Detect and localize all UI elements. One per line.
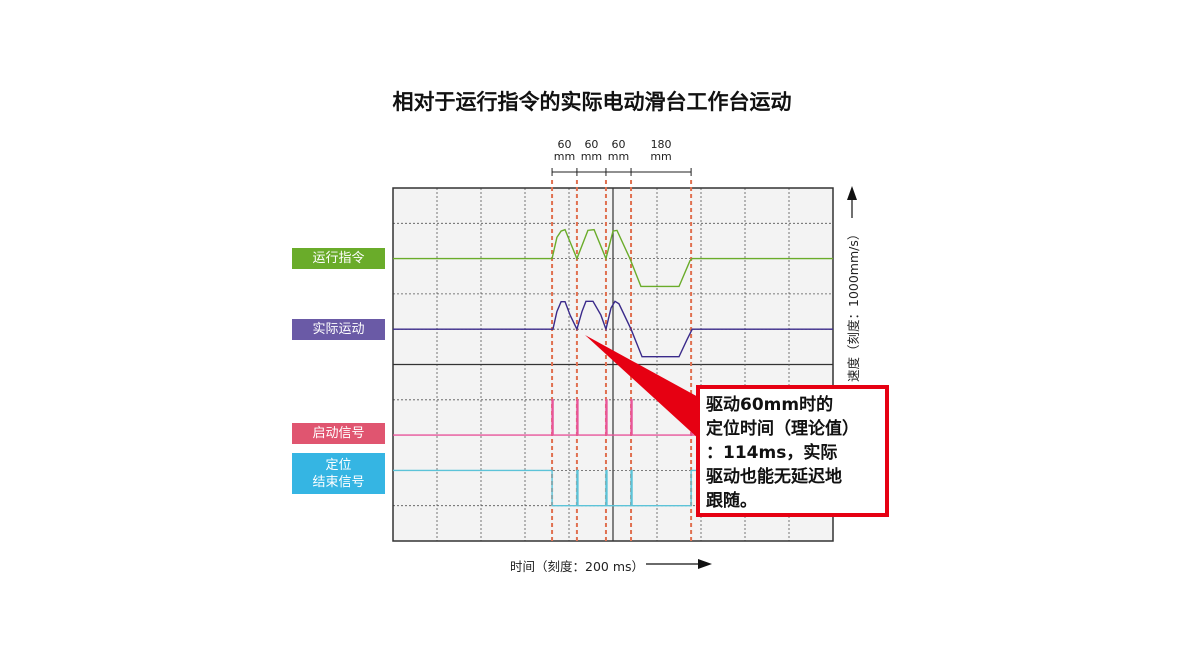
y-axis-arrow-head [847, 186, 857, 200]
callout-pointer [585, 335, 700, 440]
label-actual-text: 实际运动 [312, 322, 365, 337]
trace-1 [393, 300, 833, 358]
segment-value: 60 [557, 138, 572, 151]
trace-0 [393, 228, 833, 288]
segment-label: 60 mm [544, 139, 584, 163]
segment-value: 60 [611, 138, 626, 151]
segment-value: 180 [650, 138, 672, 151]
label-done-text-1: 定位 [325, 457, 352, 473]
segment-label: 60 mm [599, 139, 639, 163]
segment-value: 60 [584, 138, 599, 151]
label-done-text-2: 结束信号 [312, 474, 365, 490]
segment-label: 60 mm [571, 139, 611, 163]
y-axis-label: 速度（刻度：1000mm/s） [837, 192, 863, 382]
label-done: 定位 结束信号 [292, 453, 385, 494]
y-axis-label-text: 速度（刻度：1000mm/s） [846, 227, 861, 382]
trace-3 [393, 469, 833, 507]
segment-unit: mm [553, 150, 576, 163]
page-title: 相对于运行指令的实际电动滑台工作台运动 [392, 90, 792, 114]
callout-box: 驱动60mm时的 定位时间（理论值） ：114ms，实际 驱动也能无延迟地 跟随… [696, 385, 889, 517]
segment-unit: mm [650, 150, 672, 163]
label-start: 启动信号 [292, 423, 385, 444]
label-start-text: 启动信号 [312, 426, 365, 441]
segment-unit: mm [607, 150, 630, 163]
label-actual: 实际运动 [292, 319, 385, 340]
x-axis-arrow-head [698, 559, 712, 569]
label-command: 运行指令 [292, 248, 385, 269]
x-axis-label-text: 时间（刻度：200 ms） [510, 559, 645, 574]
plot-border [392, 187, 834, 542]
x-axis-label: 时间（刻度：200 ms） [510, 556, 644, 575]
label-command-text: 运行指令 [312, 251, 365, 266]
segment-unit: mm [580, 150, 603, 163]
segment-label: 180 mm [641, 139, 681, 163]
